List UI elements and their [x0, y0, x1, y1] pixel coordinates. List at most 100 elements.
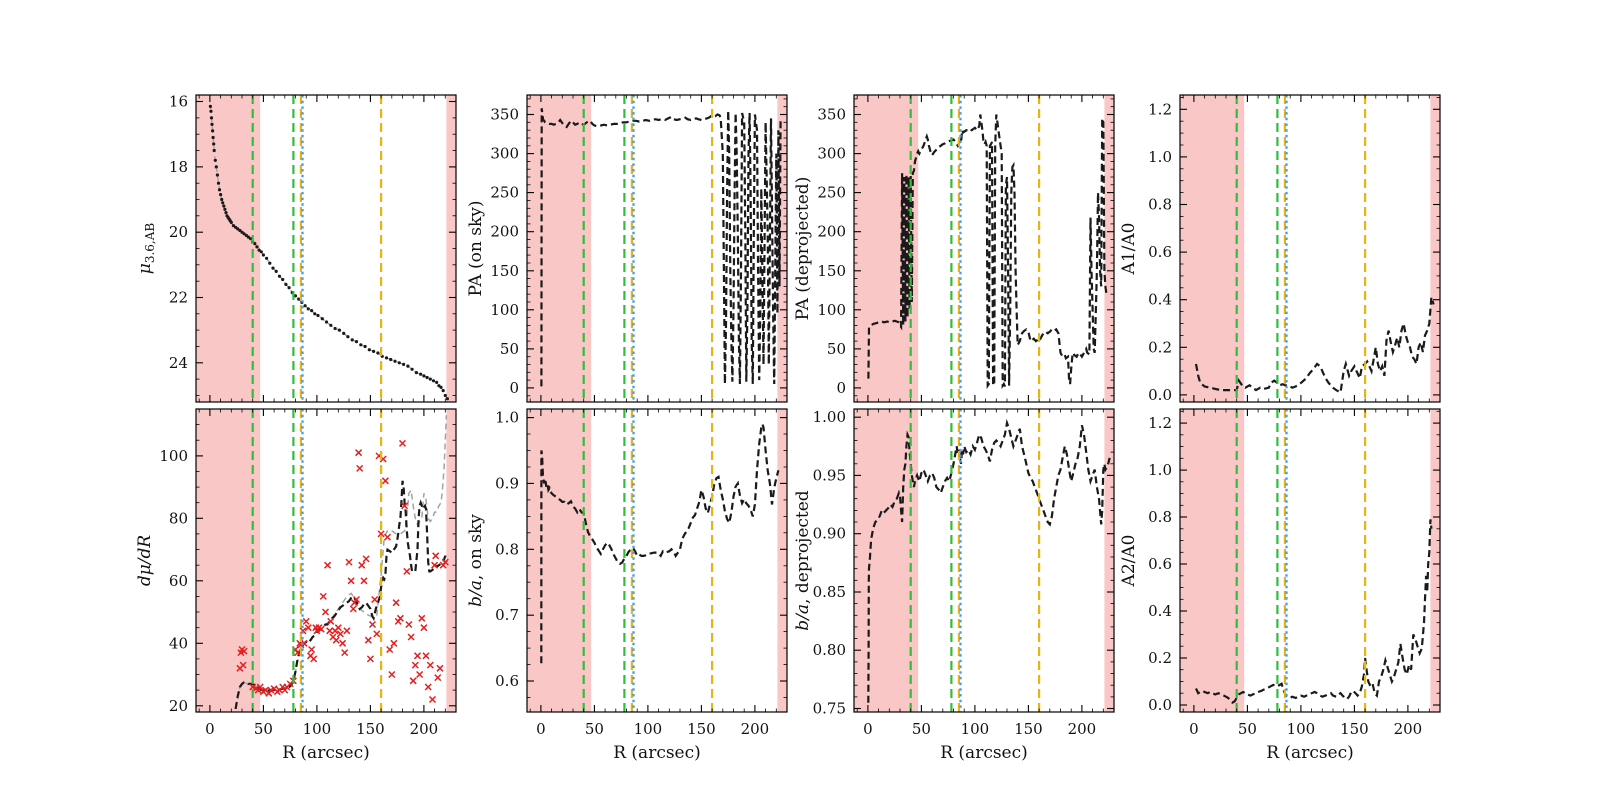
y-tick-label: 40: [169, 634, 188, 652]
x-tick-label: 50: [254, 720, 273, 738]
masked-region-band: [777, 95, 787, 402]
series-dmudr-measurements: [236, 439, 449, 704]
y-tick-label: 0.95: [813, 466, 846, 484]
y-tick-label: 0.0: [1148, 386, 1172, 404]
masked-region-band: [1104, 409, 1114, 712]
x-tick-label: 50: [585, 720, 604, 738]
panel-dmu-dr: 20 40 60 80 100 0 50 100 150 200 R (arcsec) dμ/dR: [135, 408, 457, 763]
masked-region-band: [196, 409, 261, 712]
x-tick-label: 200: [741, 720, 770, 738]
axes-frame: [1179, 408, 1441, 713]
x-tick-label: 150: [356, 720, 385, 738]
x-tick-label: 150: [1014, 720, 1043, 738]
y-tick-label: 0.8: [495, 540, 519, 558]
y-tick-label: 150: [490, 262, 519, 280]
y-tick-label: 1.0: [1148, 461, 1172, 479]
masked-region-band: [527, 409, 592, 712]
y-tick-label: 0.80: [813, 641, 846, 659]
series-ba-sky-curve: [540, 420, 780, 664]
y-tick-label: 200: [490, 223, 519, 241]
axes-frame: [1179, 94, 1441, 403]
masked-region-band: [446, 409, 456, 712]
y-tick-label: 0.6: [1148, 555, 1172, 573]
series-pa-sky-curve: [540, 108, 782, 387]
masked-region-band: [854, 409, 919, 712]
y-tick-label: 0.7: [495, 606, 519, 624]
axes-frame: [195, 408, 457, 713]
series-ba-deproj-curve: [867, 418, 1111, 703]
y-tick-label: 0.2: [1148, 649, 1172, 667]
panel-surface-brightness: 16 18 20 22 24 μ3.6,AB: [135, 93, 457, 403]
y-tick-label: 0.8: [1148, 508, 1172, 526]
y-tick-label: 1.2: [1148, 414, 1172, 432]
y-axis-label: b/a, deprojected: [793, 490, 813, 630]
x-axis-label: R (arcsec): [613, 743, 701, 763]
y-tick-label: 50: [500, 340, 519, 358]
x-tick-label: 100: [1287, 720, 1316, 738]
y-tick-label: 0.2: [1148, 338, 1172, 356]
x-tick-label: 100: [634, 720, 663, 738]
series-pa-deproj-curve: [867, 114, 1108, 390]
y-tick-label: 50: [827, 340, 846, 358]
y-tick-label: 18: [169, 158, 188, 176]
panel-pa-deprojected: 0 50 100 150 200 250 300 350 PA (deprojected): [793, 94, 1115, 403]
y-tick-label: 350: [817, 106, 846, 124]
y-tick-label: 22: [169, 289, 188, 307]
masked-region-band: [446, 95, 456, 402]
masked-region-band: [527, 95, 592, 402]
y-tick-label: 16: [169, 93, 188, 111]
y-tick-label: 0.0: [1148, 696, 1172, 714]
masked-region-band: [196, 95, 261, 402]
masked-region-band: [777, 409, 787, 712]
y-tick-label: 150: [817, 262, 846, 280]
masked-region-band: [1430, 409, 1440, 712]
y-tick-label: 250: [817, 184, 846, 202]
masked-region-band: [1430, 95, 1440, 402]
y-tick-label: 0.4: [1148, 602, 1172, 620]
x-tick-label: 200: [410, 720, 439, 738]
y-axis-label: PA (on sky): [466, 200, 486, 296]
y-tick-label: 1.00: [813, 408, 846, 426]
masked-region-band: [1180, 95, 1245, 402]
x-tick-label: 0: [536, 720, 546, 738]
y-axis-label: A1/A0: [1119, 223, 1139, 276]
panel-pa-on-sky: 0 50 100 150 200 250 300 350 PA (on sky): [466, 94, 788, 403]
x-axis-label: R (arcsec): [940, 743, 1028, 763]
y-tick-label: 0.6: [1148, 243, 1172, 261]
y-axis-label: A2/A0: [1119, 535, 1139, 588]
x-tick-label: 150: [1340, 720, 1369, 738]
y-tick-label: 0.75: [813, 700, 846, 718]
y-tick-label: 0: [509, 379, 519, 397]
x-tick-label: 100: [961, 720, 990, 738]
series-a2a0-curve: [1195, 519, 1433, 704]
y-tick-label: 0.90: [813, 525, 846, 543]
y-tick-label: 80: [169, 509, 188, 527]
y-tick-label: 0: [836, 379, 846, 397]
y-tick-label: 300: [490, 145, 519, 163]
x-tick-label: 0: [205, 720, 215, 738]
x-tick-label: 50: [912, 720, 931, 738]
y-tick-label: 1.0: [1148, 148, 1172, 166]
y-axis-label: b/a, on sky: [466, 514, 486, 607]
axes-frame: [526, 94, 788, 403]
y-tick-label: 24: [169, 354, 188, 372]
panel-a2-a0: 0.0 0.2 0.4 0.6 0.8 1.0 1.2 0 50 100 150 200 R (arcs…: [1119, 408, 1441, 763]
series-a1a0-curve: [1194, 296, 1435, 395]
y-axis-label: PA (deprojected): [793, 177, 813, 321]
y-tick-label: 20: [169, 697, 188, 715]
x-tick-label: 100: [303, 720, 332, 738]
masked-region-band: [1180, 409, 1245, 712]
x-axis-label: R (arcsec): [1266, 743, 1354, 763]
y-tick-label: 250: [490, 184, 519, 202]
y-axis-label: dμ/dR: [135, 535, 155, 587]
y-tick-label: 1.2: [1148, 100, 1172, 118]
x-tick-label: 50: [1238, 720, 1257, 738]
axes-frame: [526, 408, 788, 713]
masked-region-band: [1104, 95, 1114, 402]
x-tick-label: 200: [1394, 720, 1423, 738]
axes-frame: [195, 94, 457, 403]
y-tick-label: 60: [169, 572, 188, 590]
y-tick-label: 300: [817, 145, 846, 163]
y-tick-label: 100: [490, 301, 519, 319]
